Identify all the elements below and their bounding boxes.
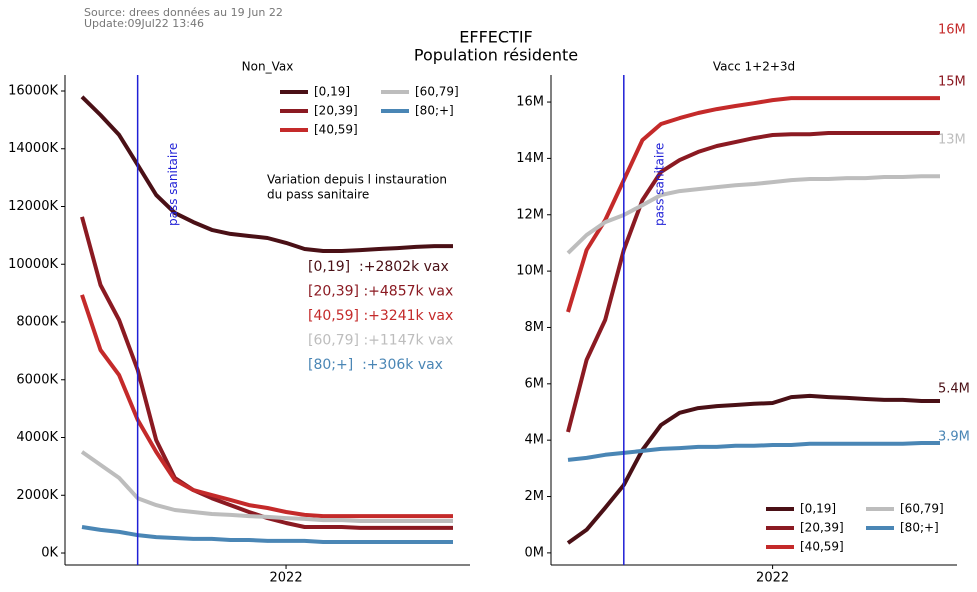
legend-label: [40,59]	[800, 540, 844, 554]
x-tick-label: 2022	[756, 571, 789, 586]
y-tick-label: 0K	[41, 546, 58, 561]
legend-label: [40,59]	[314, 123, 358, 137]
source: Source: drees données au 19 Jun 22	[84, 6, 283, 19]
series-line	[566, 393, 940, 545]
y-tick-label: 4000K	[16, 430, 58, 445]
vline-label: pass sanitaire	[166, 143, 180, 226]
annotation: [0,19] :+2802k vax	[308, 259, 449, 275]
vline-label: pass sanitaire	[652, 143, 666, 226]
y-tick-label: 8000K	[16, 315, 58, 330]
series-line	[567, 441, 940, 462]
annotation: [60,79] :+1147k vax	[308, 333, 453, 349]
legend-label: [20,39]	[800, 521, 844, 535]
suptitle: EFFECTIF	[459, 28, 533, 47]
end-label: 5.4M	[938, 382, 970, 397]
annotation: [40,59] :+3241k vax	[308, 308, 453, 324]
subtitle: Population résidente	[414, 46, 578, 65]
y-tick-label: 14000K	[8, 141, 58, 156]
legend-label: [0,19]	[314, 85, 350, 99]
series-line	[566, 96, 940, 313]
series-line	[80, 450, 453, 523]
legend-label: [20,39]	[314, 104, 358, 118]
legend-label: [60,79]	[415, 85, 459, 99]
y-tick-label: 16M	[516, 95, 544, 110]
y-tick-label: 16000K	[8, 83, 58, 98]
y-tick-label: 0M	[525, 545, 545, 560]
series-line	[566, 131, 940, 433]
note: du pass sanitaire	[267, 188, 369, 202]
legend-label: [60,79]	[900, 502, 944, 516]
y-tick-label: 8M	[525, 320, 545, 335]
note: Variation depuis l instauration	[267, 173, 447, 187]
legend-label: [80;+]	[415, 104, 454, 118]
series-line	[566, 174, 940, 255]
end-label: 15M	[938, 75, 966, 90]
update: Update:09Jul22 13:46	[84, 17, 204, 30]
y-tick-label: 6000K	[16, 372, 58, 387]
y-tick-label: 10000K	[8, 257, 58, 272]
y-tick-label: 2M	[525, 489, 545, 504]
y-tick-label: 6M	[525, 376, 545, 391]
y-tick-label: 4M	[525, 433, 545, 448]
y-tick-label: 10M	[516, 264, 544, 279]
end-label: 3.9M	[938, 429, 970, 444]
series-line	[80, 95, 453, 253]
axes-title: Vacc 1+2+3d	[713, 60, 795, 74]
legend-label: [0,19]	[800, 502, 836, 516]
x-tick-label: 2022	[270, 571, 303, 586]
y-tick-label: 14M	[516, 151, 544, 166]
series-line	[80, 294, 453, 519]
y-tick-label: 12M	[516, 207, 544, 222]
annotation: [20,39] :+4857k vax	[308, 284, 453, 300]
end-label: 16M	[938, 23, 966, 38]
end-label: 13M	[938, 133, 966, 148]
axes-title: Non_Vax	[242, 60, 294, 74]
y-tick-label: 2000K	[16, 488, 58, 503]
y-tick-label: 12000K	[8, 199, 58, 214]
legend-label: [80;+]	[900, 521, 939, 535]
series-line	[81, 525, 453, 544]
annotation: [80;+] :+306k vax	[308, 357, 443, 373]
